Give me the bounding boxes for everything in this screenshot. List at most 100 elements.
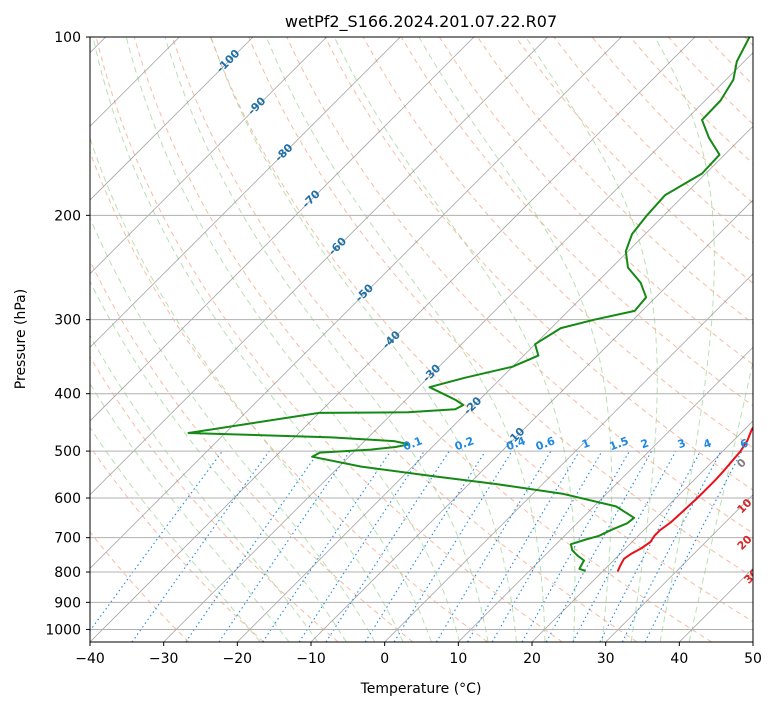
dry-adiabat-line [668, 37, 753, 125]
y-tick-label: 700 [54, 531, 81, 547]
isotherm-line [605, 494, 753, 642]
theta-label: 20 [735, 533, 755, 553]
mixing-ratio-label: 4 [702, 436, 714, 451]
moist-adiabat-line [164, 37, 489, 642]
dry-adiabat-line [400, 37, 753, 407]
isotherm-line [531, 420, 753, 642]
isotherm-label: -40 [380, 328, 403, 351]
x-tick-label: 0 [380, 651, 389, 667]
dry-adiabat-line [133, 37, 638, 642]
x-tick-label: 30 [597, 651, 615, 667]
temperature-line [617, 425, 753, 572]
mixing-ratio-label: 0.6 [534, 434, 557, 453]
theta-label: 0 [734, 456, 749, 471]
background-line-labels: -100-90-80-70-60-50-40-30-20-100.1 0.2 0.4… [214, 47, 775, 615]
isotherm-line [90, 37, 401, 348]
mixing-ratio-line [467, 450, 580, 642]
moist-adiabat-line [90, 280, 347, 642]
mixing-ratio-line [435, 450, 552, 642]
dry-adiabat-line [477, 37, 753, 325]
y-tick-label: 500 [54, 444, 81, 460]
mixing-ratio-label: 0.1 [401, 434, 424, 453]
y-tick-label: 1000 [45, 622, 81, 638]
isotherm-label: -50 [353, 281, 376, 304]
moist-adiabat-line [90, 426, 261, 642]
x-tick-label: 20 [523, 651, 541, 667]
mixing-ratio-label: 0.2 [453, 434, 476, 453]
mixing-ratio-line [262, 450, 392, 642]
mixing-ratio-line [90, 450, 223, 632]
isotherm-line [237, 125, 753, 642]
x-tick-label: −20 [223, 651, 253, 667]
y-tick-label: 800 [54, 565, 81, 581]
isotherm-label: -100 [214, 47, 243, 76]
y-tick-label: 900 [54, 595, 81, 611]
plot-frame [89, 36, 754, 643]
dry-adiabat-line [90, 445, 264, 642]
moist-adiabat-line [90, 334, 319, 642]
mixing-ratio-label: 6 [738, 436, 750, 451]
dry-adiabat-line [744, 37, 753, 47]
isotherm-line [384, 273, 753, 642]
chart-title: wetPf2_S166.2024.201.07.22.R07 [285, 12, 557, 32]
moist-adiabat-line [654, 37, 715, 642]
y-axis-label: Pressure (hPa) [13, 289, 29, 389]
mixing-ratio-line [599, 450, 701, 642]
mixing-ratio-line [218, 450, 351, 642]
x-tick-label: 10 [449, 651, 467, 667]
moist-adiabat-line [210, 37, 517, 642]
mixing-ratio-line [572, 450, 677, 642]
mixing-ratio-label: 3 [676, 436, 688, 451]
dry-adiabat-line [90, 531, 190, 642]
mixing-ratio-line [325, 450, 450, 642]
x-axis-ticks: −40 −30 −20 −10 0 10 20 30 40 50 [75, 642, 762, 667]
mixing-ratio-line [298, 450, 425, 642]
isotherm-label: -70 [300, 187, 323, 210]
moist-adiabat-line [90, 136, 404, 642]
plot-area: -100-90-80-70-60-50-40-30-20-100.1 0.2 0.4… [90, 37, 775, 642]
isotherm-line [752, 641, 753, 642]
mixing-ratio-line [644, 450, 743, 642]
x-tick-label: −10 [296, 651, 326, 667]
x-axis-label: Temperature (°C) [360, 681, 482, 697]
dry-adiabat-line [438, 37, 753, 366]
y-tick-label: 300 [54, 313, 81, 329]
isotherm-line [90, 37, 327, 275]
isotherm-label: -90 [245, 94, 268, 117]
mixing-ratio-lines [90, 450, 743, 642]
y-tick-label: 600 [54, 491, 81, 507]
pressure-gridlines [90, 37, 753, 630]
mixing-ratio-line [393, 450, 513, 642]
isotherm-label: -80 [272, 141, 295, 164]
y-axis-ticks: 100 200 300 400 500 600 700 800 900 1000 [45, 30, 90, 638]
isotherm-label: -60 [326, 235, 349, 258]
isotherm-line [90, 37, 622, 569]
isotherm-line [90, 37, 548, 496]
x-tick-label: −30 [149, 651, 179, 667]
isotherm-line [90, 37, 475, 422]
dry-adiabat-line [515, 37, 753, 284]
mixing-ratio-label: 1 [580, 436, 592, 451]
isotherm-line [163, 52, 753, 642]
mixing-ratio-label: 1.5 [608, 434, 631, 453]
moist-adiabat-line [125, 37, 461, 642]
dry-adiabat-line [90, 356, 339, 642]
isotherm-line [679, 567, 753, 642]
x-tick-label: −40 [75, 651, 105, 667]
isotherm-label: -20 [461, 394, 484, 417]
mixing-ratio-line [185, 450, 320, 642]
y-tick-label: 200 [54, 208, 81, 224]
dry-adiabat-line [706, 37, 753, 86]
isotherm-line [90, 37, 696, 642]
theta-label: 40 [757, 595, 775, 615]
mixing-ratio-line [364, 450, 486, 642]
dry-adiabat-line [90, 259, 414, 642]
y-tick-label: 400 [54, 387, 81, 403]
y-tick-label: 100 [54, 30, 81, 46]
dry-adiabat-line [248, 37, 753, 578]
dry-adiabat-line [95, 37, 563, 642]
moist-adiabat-line [418, 37, 613, 642]
dry-adiabat-line [210, 37, 753, 623]
dry-adiabat-line [591, 37, 753, 204]
